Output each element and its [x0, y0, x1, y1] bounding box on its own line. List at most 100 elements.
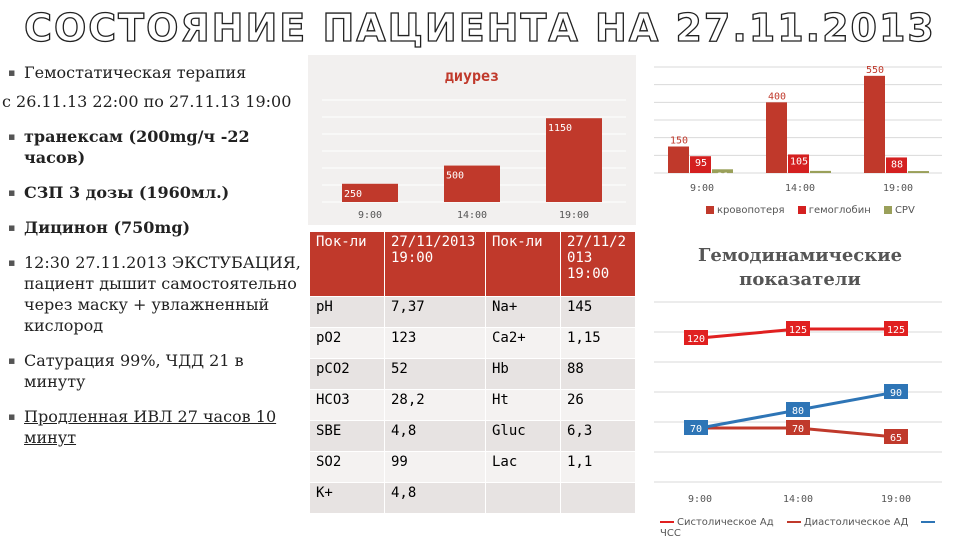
bloodloss-legend: кровопотеря гемоглобин CPV [706, 205, 925, 216]
diuresis-value-label: 500 [446, 171, 464, 182]
therapy-list: Гемостатическая терапия с 26.11.13 22:00… [2, 62, 308, 448]
diuresis-value-label: 1150 [548, 123, 572, 134]
tranexam-item: транексам (200mg/ч -22 часов) [8, 126, 308, 168]
bloodloss-value-label: 12 [815, 173, 827, 184]
bloodloss-chart: 150 95 21 400 105 12 550 88 11 9:00 14:00 19:00 [654, 65, 942, 194]
lab-cell: pCO2 [309, 358, 385, 390]
hemodynamics-label-box [786, 420, 810, 435]
lab-cell: 99 [384, 451, 486, 483]
lab-cell: SBE [309, 420, 385, 452]
lab-cell: pH [309, 296, 385, 328]
lab-cell: 1,1 [560, 451, 636, 483]
legend-item-hr: ЧСС [660, 517, 938, 539]
lab-header-cell: 27/11/2013 19:00 [384, 231, 486, 297]
hemodynamics-title: Гемодинамические показатели [697, 245, 903, 290]
hemodynamics-value-label: 120 [687, 334, 705, 345]
lab-table-row: K+ 4,8 [309, 482, 636, 514]
bloodloss-bar [810, 170, 831, 173]
hemodynamics-tick-label: 9:00 [688, 494, 712, 505]
diuresis-chart: диурез 250 500 1150 9:00 14:00 19:00 [308, 55, 636, 225]
lab-cell: 88 [560, 358, 636, 390]
diuresis-bar [546, 118, 602, 202]
hemodynamics-value-label: 70 [690, 424, 702, 435]
lab-table-row: pO2 123 Ca2+ 1,15 [309, 327, 636, 359]
bloodloss-value-label: 88 [891, 159, 903, 170]
hemodynamics-tick-label: 14:00 [783, 494, 813, 505]
hemodynamics-label-box [884, 384, 908, 399]
bloodloss-bar [766, 102, 787, 173]
hemodynamics-label-box [684, 420, 708, 435]
hemodynamics-tick-label: 19:00 [881, 494, 911, 505]
bloodloss-bar [690, 156, 711, 173]
bloodloss-value-label: 11 [913, 173, 925, 184]
bloodloss-bar [886, 157, 907, 173]
diuresis-tick-label: 19:00 [559, 210, 589, 221]
lab-cell: Gluc [485, 420, 561, 452]
lab-header-cell: Пок-ли [309, 231, 385, 297]
hemodynamics-label-box [884, 429, 908, 444]
lab-cell: 26 [560, 389, 636, 421]
lab-cell: K+ [309, 482, 385, 514]
lab-cell: HCO3 [309, 389, 385, 421]
bloodloss-bar [908, 171, 929, 173]
bloodloss-tick-label: 14:00 [785, 183, 815, 194]
lab-table: Пок-ли 27/11/2013 19:00 Пок-ли 27/11/2 013 … [309, 231, 636, 514]
lab-table-row: SBE 4,8 Gluc 6,3 [309, 420, 636, 452]
lab-cell: 4,8 [384, 420, 486, 452]
lab-table-row: HCO3 28,2 Ht 26 [309, 389, 636, 421]
hemodynamics-value-label: 90 [890, 388, 902, 399]
bloodloss-value-label: 550 [866, 65, 884, 76]
legend-item-hemoglobin: гемоглобин [797, 205, 871, 216]
hemodynamics-label-box [786, 402, 810, 417]
bloodloss-bar [668, 146, 689, 173]
lab-cell: 7,37 [384, 296, 486, 328]
lab-header-cell: 27/11/2 013 19:00 [560, 231, 636, 297]
lab-table-row: pCO2 52 Hb 88 [309, 358, 636, 390]
lab-cell: Hb [485, 358, 561, 390]
diuresis-tick-label: 14:00 [457, 210, 487, 221]
legend-item-bloodloss: кровопотеря [706, 205, 785, 216]
hemodynamics-value-label: 125 [789, 325, 807, 336]
diuresis-value-label: 250 [344, 189, 362, 200]
lab-cell [560, 482, 636, 514]
lab-cell: SO2 [309, 451, 385, 483]
ivl-item: Продленная ИВЛ 27 часов 10 минут [8, 406, 308, 448]
lab-cell: 123 [384, 327, 486, 359]
lab-table-row: SO2 99 Lac 1,1 [309, 451, 636, 483]
hemodynamics-value-label: 80 [792, 406, 804, 417]
bloodloss-value-label: 105 [790, 156, 808, 167]
bloodloss-value-label: 21 [717, 171, 729, 182]
bloodloss-value-label: 150 [670, 136, 688, 147]
hemodynamics-legend: Систолическое Ад Диастолическое АД ЧСС [660, 517, 960, 539]
bloodloss-tick-label: 9:00 [690, 183, 714, 194]
diuresis-chart-title: диурез [445, 67, 499, 85]
hemodynamics-label-box [786, 321, 810, 336]
extubation-item: 12:30 27.11.2013 ЭКСТУБАЦИЯ, пациент дыш… [8, 252, 308, 336]
hemodynamics-label-box [884, 321, 908, 336]
lab-cell: 28,2 [384, 389, 486, 421]
saturation-item: Сатурация 99%, ЧДД 21 в минуту [8, 350, 308, 392]
therapy-period: с 26.11.13 22:00 по 27.11.13 19:00 [2, 92, 292, 111]
lab-header-cell: Пок-ли [485, 231, 561, 297]
diuresis-bar [444, 165, 500, 202]
lab-cell: 6,3 [560, 420, 636, 452]
bloodloss-value-label: 95 [695, 158, 707, 169]
lab-cell: 145 [560, 296, 636, 328]
lab-cell: Lac [485, 451, 561, 483]
bloodloss-tick-label: 19:00 [883, 183, 913, 194]
legend-item-diastolic: Диастолическое АД [786, 517, 908, 528]
lab-table-header: Пок-ли 27/11/2013 19:00 Пок-ли 27/11/2 013 … [309, 231, 636, 297]
lab-cell [485, 482, 561, 514]
hemodynamics-value-label: 65 [890, 433, 902, 444]
legend-item-systolic: Систолическое Ад [660, 517, 774, 528]
hemodynamics-value-label: 70 [792, 424, 804, 435]
lab-cell: 52 [384, 358, 486, 390]
legend-item-cpv: CPV [883, 205, 915, 216]
dicinon-item: Дицинон (750mg) [8, 217, 308, 238]
diuresis-tick-label: 9:00 [358, 210, 382, 221]
therapy-heading: Гемостатическая терапия [8, 62, 308, 83]
bloodloss-bar [864, 75, 885, 173]
lab-cell: Ca2+ [485, 327, 561, 359]
lab-cell: pO2 [309, 327, 385, 359]
